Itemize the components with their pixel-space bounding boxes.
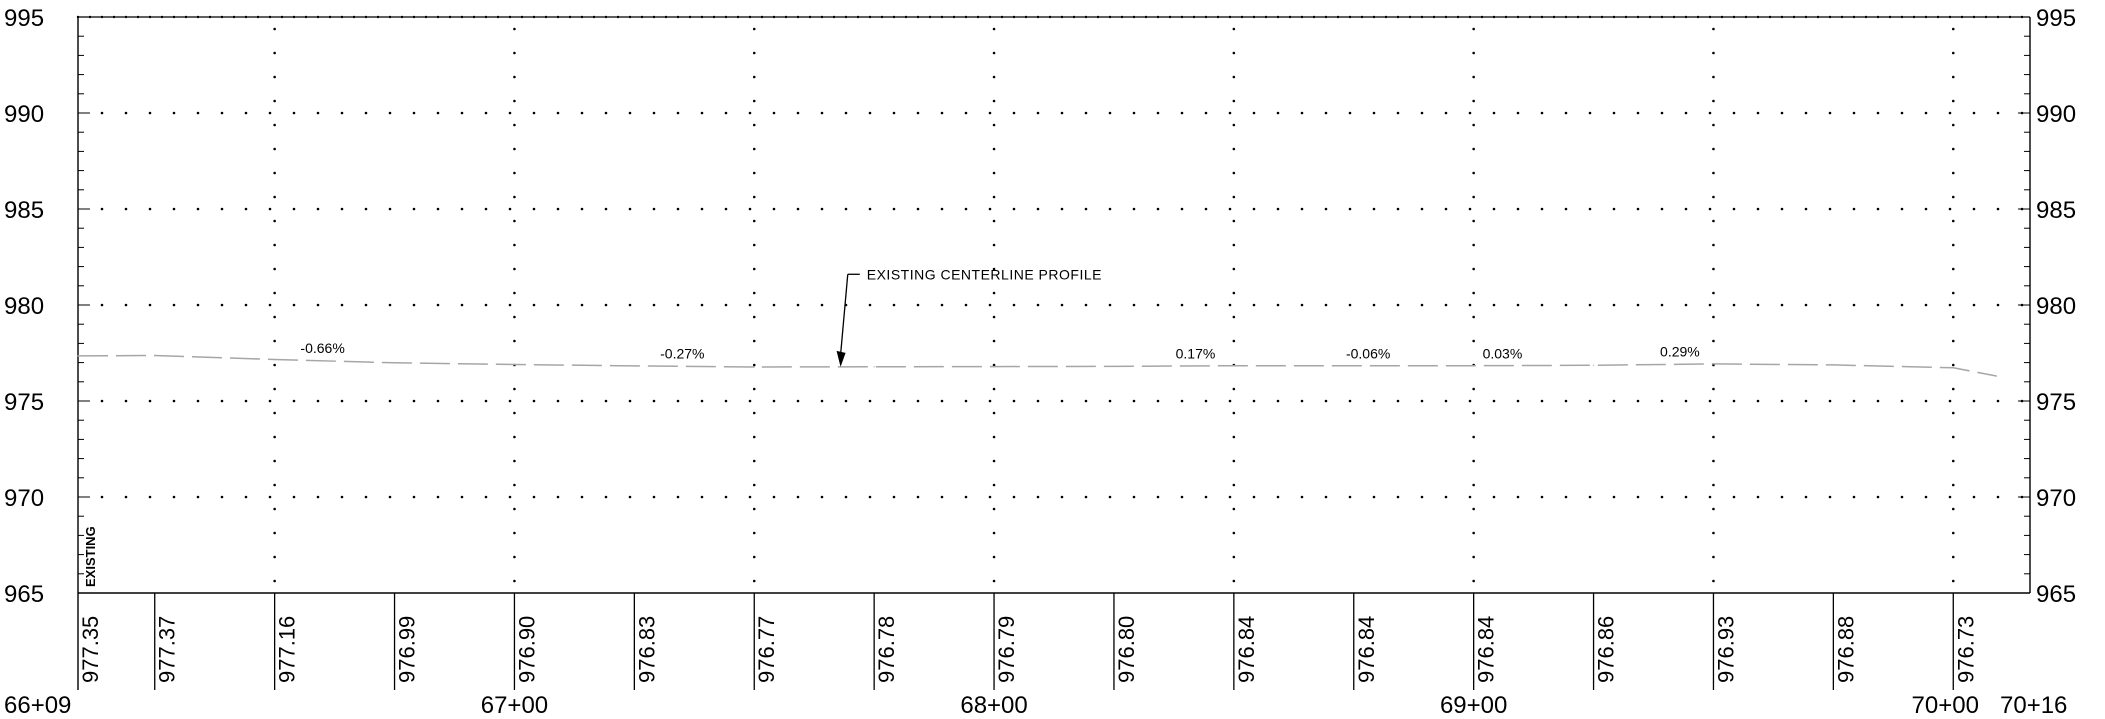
profile-point bbox=[1233, 365, 1235, 367]
y-tick-label-right: 990 bbox=[2036, 101, 2076, 128]
station-label: 70+00 bbox=[1912, 692, 1979, 719]
profile-point bbox=[1952, 367, 1954, 369]
elevation-band: 977.35 977.37 977.16 976.99 976.90 976.83 976.… bbox=[78, 526, 1978, 690]
annotation-arrow bbox=[839, 274, 849, 355]
elevation-label: 976.84 bbox=[1474, 616, 1499, 683]
y-tick-label-right: 965 bbox=[2036, 581, 2076, 608]
grade-labels: -0.66% -0.27% 0.17% -0.06% 0.03% 0.29% bbox=[300, 340, 1699, 362]
y-tick-label-left: 990 bbox=[4, 101, 44, 128]
chart-frame bbox=[76, 15, 2032, 690]
station-label: 69+00 bbox=[1440, 692, 1507, 719]
profile-point bbox=[1353, 365, 1355, 367]
station-axis: 66+09 67+00 68+00 69+00 70+00 70+16 bbox=[4, 692, 2067, 719]
y-tick-label-right: 975 bbox=[2036, 389, 2076, 416]
grade-label: 0.29% bbox=[1660, 344, 1700, 360]
profile-point bbox=[1712, 363, 1715, 365]
station-label: 66+09 bbox=[4, 692, 71, 719]
y-tick-label-left: 965 bbox=[4, 581, 44, 608]
profile-point bbox=[753, 366, 755, 368]
annotation-arrowhead bbox=[836, 350, 846, 367]
elevation-label: 976.99 bbox=[395, 616, 420, 683]
profile-point bbox=[154, 354, 156, 357]
elevation-label: 976.77 bbox=[754, 616, 779, 683]
y-tick-label-left: 980 bbox=[4, 293, 44, 320]
y-tick-label-left: 975 bbox=[4, 389, 44, 416]
profile-point bbox=[873, 366, 875, 368]
annotation: EXISTING CENTERLINE PROFILE bbox=[836, 266, 1102, 367]
elevation-label: 976.93 bbox=[1713, 616, 1738, 683]
grade-label: -0.27% bbox=[660, 346, 704, 362]
station-label: 67+00 bbox=[481, 692, 548, 719]
elevation-label: 976.86 bbox=[1594, 616, 1619, 683]
grid-layer bbox=[100, 27, 2026, 589]
station-label: 70+16 bbox=[2000, 692, 2067, 719]
grade-label: 0.03% bbox=[1483, 346, 1523, 362]
profile-point bbox=[77, 355, 79, 357]
elevation-label: 977.35 bbox=[78, 616, 103, 683]
elevation-label: 977.16 bbox=[275, 616, 300, 683]
profile-point bbox=[1995, 375, 1998, 377]
profile-point bbox=[633, 365, 635, 367]
elevation-label: 976.79 bbox=[994, 616, 1019, 683]
elevation-label: 976.84 bbox=[1354, 616, 1379, 683]
grade-label: -0.66% bbox=[300, 340, 344, 356]
y-tick-label-left: 995 bbox=[4, 5, 44, 32]
profile-point bbox=[1832, 364, 1834, 366]
profile-line bbox=[77, 354, 1997, 377]
elevation-row-title: EXISTING bbox=[83, 526, 98, 587]
profile-point bbox=[993, 366, 995, 368]
elevation-label: 976.88 bbox=[1833, 616, 1858, 683]
elevation-label: 976.73 bbox=[1953, 616, 1978, 683]
profile-point bbox=[1592, 364, 1595, 366]
profile-point bbox=[274, 358, 276, 361]
grade-label: 0.17% bbox=[1176, 346, 1216, 362]
y-tick-label-right: 995 bbox=[2036, 5, 2076, 32]
y-tick-label-right: 985 bbox=[2036, 197, 2076, 224]
station-label: 68+00 bbox=[960, 692, 1027, 719]
y-tick-label-right: 980 bbox=[2036, 293, 2076, 320]
elevation-label: 976.83 bbox=[634, 616, 659, 683]
elevation-label: 977.37 bbox=[155, 616, 180, 683]
profile-series bbox=[77, 354, 1998, 377]
profile-point bbox=[1113, 365, 1115, 368]
y-axis-left: 965 970 975 980 985 990 995 bbox=[4, 5, 90, 608]
y-tick-label-right: 970 bbox=[2036, 485, 2076, 512]
elevation-label: 976.84 bbox=[1234, 616, 1259, 683]
profile-point bbox=[393, 362, 396, 364]
elevation-label: 976.78 bbox=[874, 616, 899, 683]
y-axis-right: 965 970 975 980 985 990 995 bbox=[2018, 5, 2076, 608]
profile-point bbox=[513, 363, 516, 366]
y-tick-label-left: 970 bbox=[4, 485, 44, 512]
elevation-label: 976.80 bbox=[1114, 616, 1139, 683]
y-tick-label-left: 985 bbox=[4, 197, 44, 224]
grade-label: -0.06% bbox=[1346, 346, 1390, 362]
annotation-text: EXISTING CENTERLINE PROFILE bbox=[867, 266, 1102, 282]
profile-point bbox=[1473, 365, 1475, 367]
elevation-label: 976.90 bbox=[514, 616, 539, 683]
